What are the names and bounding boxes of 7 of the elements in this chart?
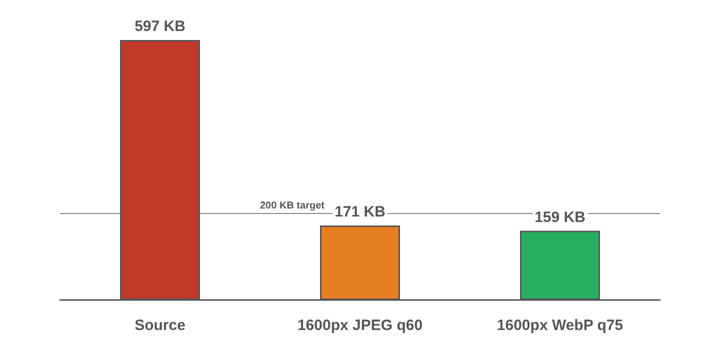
- x-tick-label: 1600px JPEG q60: [297, 317, 423, 334]
- x-tick-label: Source: [134, 317, 186, 334]
- data-label: 597 KB: [134, 18, 186, 35]
- ref-line-label: 200 KB target: [260, 200, 326, 212]
- data-label: 159 KB: [534, 208, 586, 226]
- data-label: 171 KB: [334, 204, 386, 221]
- x-tick-label: 1600px WebP q75: [496, 317, 624, 334]
